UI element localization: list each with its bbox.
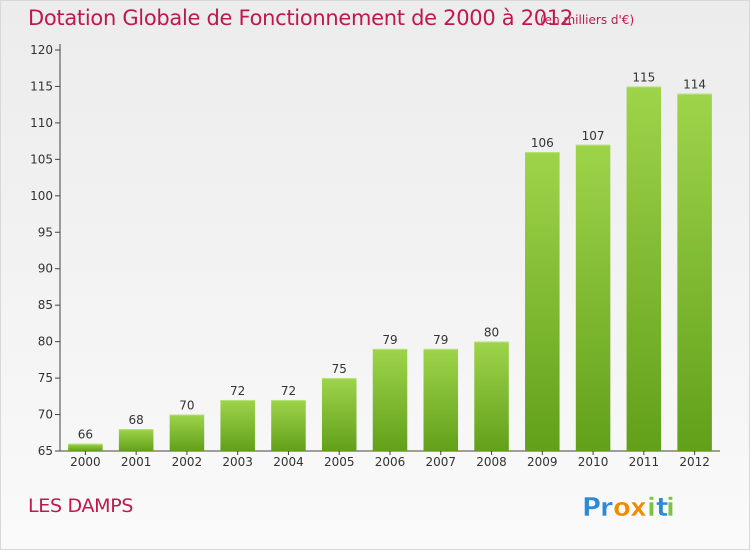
- bar-2004: [271, 399, 306, 451]
- x-tick-label-2010: 2010: [578, 455, 609, 469]
- x-tick-label-2005: 2005: [324, 455, 355, 469]
- bar-2008: [474, 341, 509, 451]
- x-tick-label-2012: 2012: [679, 455, 710, 469]
- y-tick-label: 90: [38, 262, 53, 276]
- y-tick-label: 105: [30, 152, 53, 166]
- x-tick-label-2011: 2011: [629, 455, 660, 469]
- data-label-2008: 80: [484, 326, 499, 340]
- chart-data-labels: 66 68 70 72 72 75 79 79 80 106 107 115 114: [78, 70, 706, 441]
- x-tick-label-2007: 2007: [425, 455, 456, 469]
- data-label-2002: 70: [179, 399, 194, 413]
- y-tick-label: 65: [38, 444, 53, 458]
- logo-letter: o: [613, 493, 631, 523]
- y-tick-label: 100: [30, 189, 53, 203]
- chart-subtitle: (en milliers d'€): [540, 13, 635, 27]
- bar-2002: [169, 414, 205, 451]
- data-label-2011: 115: [632, 70, 655, 84]
- bar-2007: [423, 348, 459, 451]
- y-tick-label: 70: [38, 408, 53, 422]
- data-label-2012: 114: [683, 78, 706, 92]
- data-label-2010: 107: [582, 129, 605, 143]
- data-label-2006: 79: [382, 333, 397, 347]
- y-tick-label: 75: [38, 371, 53, 385]
- bar-2005: [321, 378, 357, 451]
- x-tick-label-2003: 2003: [222, 455, 253, 469]
- bar-2006: [372, 348, 408, 451]
- bar-2010: [575, 144, 611, 452]
- x-tick-label-2008: 2008: [476, 455, 507, 469]
- bar-2001: [118, 429, 154, 451]
- bar-2011: [626, 86, 662, 452]
- data-label-2009: 106: [531, 136, 554, 150]
- bar-2009: [525, 152, 560, 451]
- x-tick-label-2000: 2000: [70, 455, 101, 469]
- x-tick-label-2006: 2006: [375, 455, 406, 469]
- logo-letter: r: [600, 493, 613, 523]
- bar-2003: [220, 399, 255, 451]
- y-tick-label: 85: [38, 298, 53, 312]
- bar-2012: [677, 93, 712, 451]
- logo-letter: P: [582, 493, 601, 523]
- x-tick-label-2009: 2009: [527, 455, 558, 469]
- y-tick-label: 120: [30, 43, 53, 57]
- logo-letter: i: [647, 493, 656, 523]
- data-label-2007: 79: [433, 333, 448, 347]
- commune-name: LES DAMPS: [28, 495, 134, 517]
- x-tick-label-2002: 2002: [172, 455, 203, 469]
- chart-title: Dotation Globale de Fonctionnement de 20…: [28, 6, 573, 30]
- chart-bars: [68, 86, 712, 452]
- data-label-2005: 75: [332, 362, 347, 376]
- y-tick-label: 95: [38, 225, 53, 239]
- data-label-2004: 72: [281, 384, 296, 398]
- data-label-2000: 66: [78, 428, 93, 442]
- y-tick-label: 115: [30, 79, 53, 93]
- y-tick-label: 110: [30, 116, 53, 130]
- logo-letter: t: [656, 493, 668, 523]
- logo-letter: i: [666, 493, 675, 523]
- logo-letter: x: [630, 493, 647, 523]
- bar-2000: [68, 443, 103, 451]
- data-label-2003: 72: [230, 384, 245, 398]
- data-label-2001: 68: [129, 413, 144, 427]
- x-tick-label-2004: 2004: [273, 455, 304, 469]
- y-tick-label: 80: [38, 335, 53, 349]
- x-tick-label-2001: 2001: [121, 455, 152, 469]
